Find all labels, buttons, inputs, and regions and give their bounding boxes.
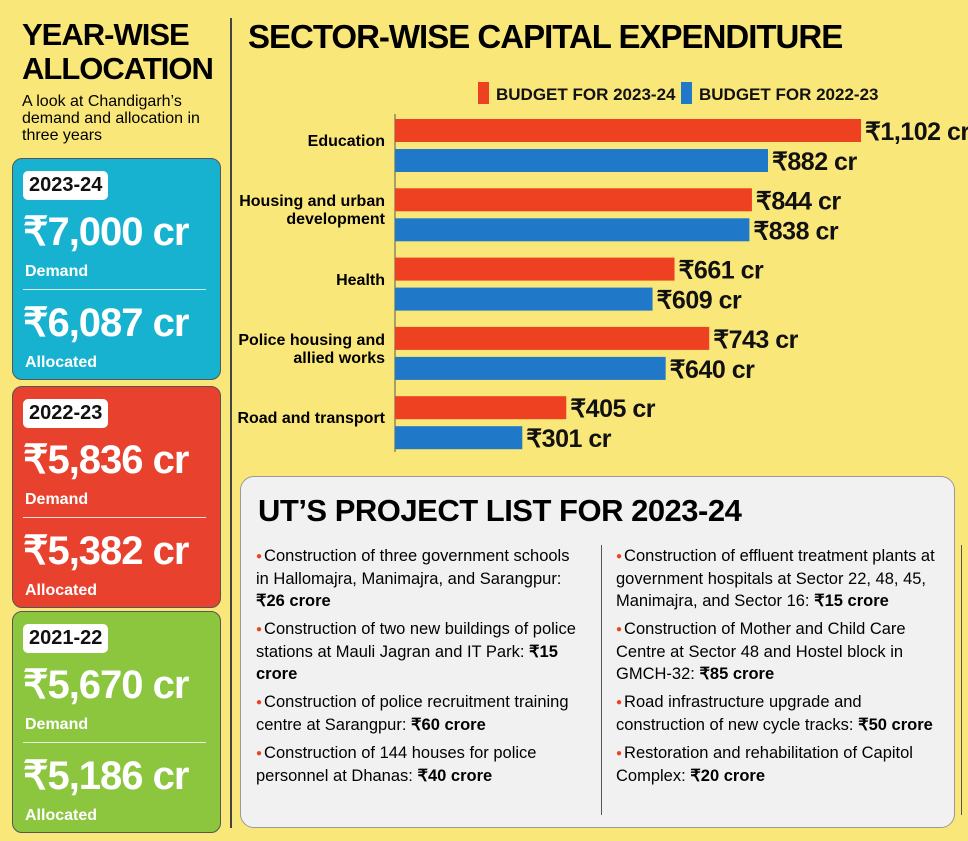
value-label: ₹844 cr <box>756 187 841 215</box>
project-title: UT’S PROJECT LIST FOR 2023-24 <box>258 493 742 528</box>
project-item: Construction of two new buildings of pol… <box>256 618 586 685</box>
demand-label: Demand <box>25 263 89 280</box>
project-amount: ₹15 crore <box>256 643 558 683</box>
project-amount: ₹50 crore <box>858 716 933 734</box>
project-text: Construction of two new buildings of pol… <box>256 620 576 661</box>
value-label: ₹661 cr <box>679 257 764 285</box>
value-label: ₹1,102 cr <box>865 118 968 146</box>
project-amount: ₹15 crore <box>814 592 889 610</box>
project-text: Construction of police recruitment train… <box>256 693 569 734</box>
legend-label: BUDGET FOR 2023-24 <box>496 85 676 104</box>
allocated-amount: ₹6,087 cr <box>23 301 189 345</box>
chart: BUDGET FOR 2023-24 BUDGET FOR 2022-23 ₹1,1… <box>394 82 968 453</box>
bar <box>395 149 768 172</box>
bar <box>395 257 675 281</box>
project-amount: ₹60 crore <box>411 716 486 734</box>
year-card: 2023-24 ₹7,000 cr Demand ₹6,087 cr Allocated <box>12 158 221 380</box>
demand-label: Demand <box>25 716 89 733</box>
allocated-label: Allocated <box>25 354 98 371</box>
project-item: Restoration and rehabilitation of Capito… <box>616 742 946 787</box>
value-label: ₹640 cr <box>670 356 755 384</box>
demand-amount: ₹5,670 cr <box>23 663 189 707</box>
project-item: Construction of police recruitment train… <box>256 691 586 736</box>
allocated-label: Allocated <box>25 807 98 824</box>
project-amount: ₹26 crore <box>256 592 331 610</box>
bar <box>395 396 567 420</box>
project-item: Road infrastructure upgrade and construc… <box>616 691 946 736</box>
allocated-label: Allocated <box>25 582 98 599</box>
year-card: 2022-23 ₹5,836 cr Demand ₹5,382 cr Allocated <box>12 386 221 608</box>
bar <box>395 426 523 450</box>
category-label: Road and transport <box>237 410 385 428</box>
category-label: Police housing and allied works <box>238 331 385 367</box>
year-label: 2021-22 <box>23 624 109 653</box>
year-label: 2023-24 <box>23 171 109 200</box>
project-text: Restoration and rehabilitation of Capito… <box>616 744 913 785</box>
value-label: ₹405 cr <box>570 395 655 423</box>
project-text: Construction of Mother and Child Care Ce… <box>616 620 906 683</box>
project-item: Construction of three government schools… <box>256 545 586 612</box>
allocation-title: YEAR-WISE ALLOCATION <box>22 17 214 86</box>
demand-amount: ₹5,836 cr <box>23 438 189 482</box>
bar <box>395 356 666 380</box>
category-label: Housing and urban development <box>239 193 385 229</box>
legend-label: BUDGET FOR 2022-23 <box>699 85 879 104</box>
bar <box>395 119 862 142</box>
bar <box>395 188 752 212</box>
project-text: Construction of effluent treatment plant… <box>616 547 935 610</box>
legend-swatch <box>478 82 489 104</box>
project-amount: ₹40 crore <box>417 767 493 785</box>
legend-swatch <box>681 82 692 104</box>
bar <box>395 218 750 242</box>
value-label: ₹609 cr <box>657 287 742 315</box>
demand-label: Demand <box>25 491 89 508</box>
value-label: ₹743 cr <box>713 326 798 354</box>
project-text: Construction of 144 houses for police pe… <box>256 744 537 785</box>
allocation-subtitle: A look at Chandigarh’s demand and alloca… <box>22 93 200 144</box>
project-amount: ₹20 crore <box>690 767 766 785</box>
project-item: Construction of Mother and Child Care Ce… <box>616 618 946 685</box>
value-label: ₹882 cr <box>772 148 857 176</box>
project-amount: ₹85 crore <box>699 665 775 683</box>
project-item: Construction of 144 houses for police pe… <box>256 742 586 787</box>
separator <box>23 742 206 743</box>
bar <box>395 326 710 350</box>
category-label: Health <box>336 271 385 289</box>
allocated-amount: ₹5,186 cr <box>23 754 189 798</box>
divider <box>230 18 232 828</box>
project-list: Construction of three government schools… <box>256 545 946 815</box>
allocated-amount: ₹5,382 cr <box>23 529 189 573</box>
value-label: ₹838 cr <box>753 217 838 245</box>
bar <box>395 287 653 311</box>
separator <box>23 289 206 290</box>
year-label: 2022-23 <box>23 399 109 428</box>
category-label: Education <box>307 133 385 150</box>
project-text: Road infrastructure upgrade and construc… <box>616 693 862 734</box>
year-card: 2021-22 ₹5,670 cr Demand ₹5,186 cr Allocated <box>12 611 221 833</box>
value-label: ₹301 cr <box>526 425 611 453</box>
separator <box>23 517 206 518</box>
project-text: Construction of three government schools… <box>256 547 570 588</box>
demand-amount: ₹7,000 cr <box>23 210 189 254</box>
project-item: Construction of effluent treatment plant… <box>616 545 946 612</box>
chart-title: SECTOR-WISE CAPITAL EXPENDITURE <box>248 18 843 55</box>
